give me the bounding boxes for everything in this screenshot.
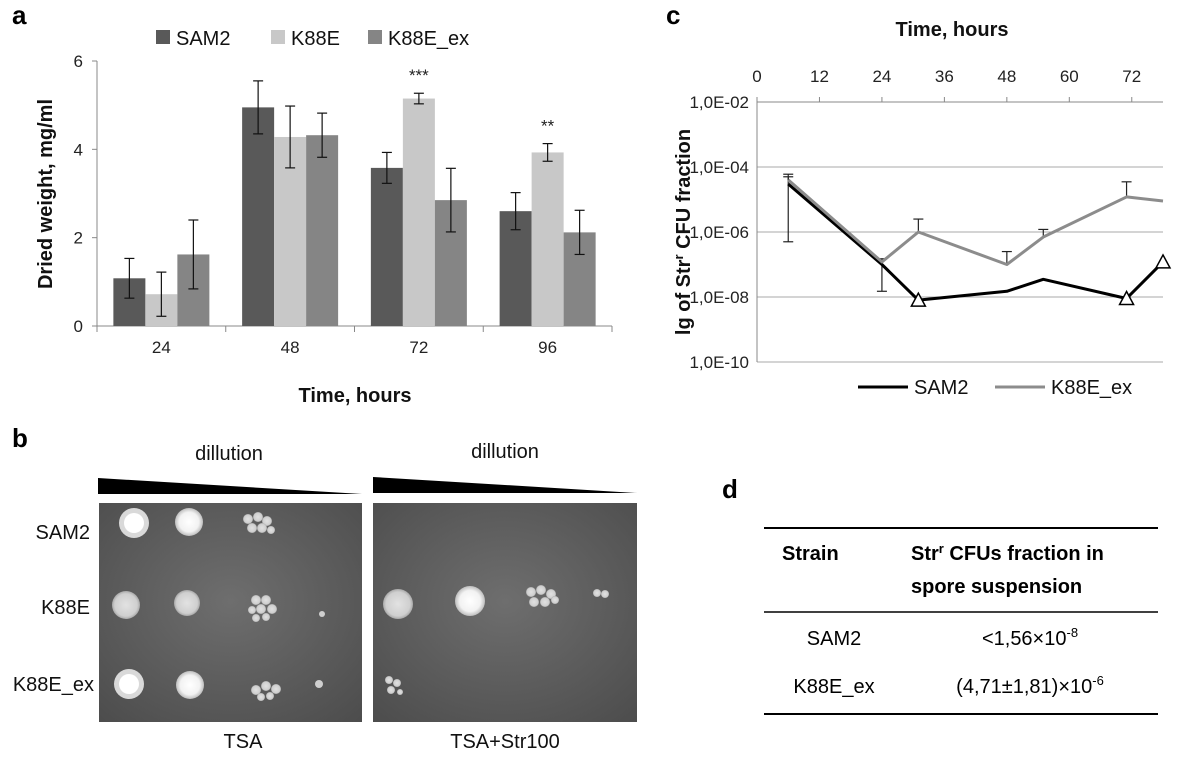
- significance-marker: **: [541, 117, 555, 136]
- y-tick-label-c: 1,0E-04: [689, 158, 749, 177]
- bar-k88e-ex: [306, 135, 339, 326]
- y-tick-label-a: 0: [74, 317, 83, 336]
- colony-spot: [383, 589, 413, 619]
- medium-label-tsa-str100: TSA+Str100: [450, 731, 560, 753]
- bar-sam2: [370, 167, 403, 326]
- table-cell-strain-sam2: SAM2: [807, 628, 861, 650]
- colony-spot: [112, 591, 140, 619]
- panel-label-d: d: [722, 474, 738, 504]
- series-line-sam2: [787, 182, 1165, 302]
- dilution-label-right: dillution: [471, 441, 539, 463]
- significance-marker: ***: [409, 66, 429, 85]
- legend-label-a: K88E: [291, 28, 340, 50]
- legend-swatch-a: [156, 30, 170, 44]
- below-detection-marker: [910, 291, 927, 307]
- x-tick-label-a: 96: [538, 338, 557, 357]
- x-tick-label-a: 24: [152, 338, 171, 357]
- plate-row-label-k88e-ex: K88E_ex: [13, 674, 94, 696]
- x-tick-label-c: 60: [1060, 67, 1079, 86]
- plate-row-label-k88e: K88E: [41, 597, 90, 619]
- x-tick-label-c: 72: [1122, 67, 1141, 86]
- y-tick-label-c: 1,0E-10: [689, 353, 749, 372]
- medium-label-tsa: TSA: [224, 731, 264, 753]
- dilution-label-left: dillution: [195, 443, 263, 465]
- x-axis-title-c: Time, hours: [896, 19, 1009, 41]
- colony-spot: [175, 508, 203, 536]
- plate-tsa-str100: [373, 503, 637, 722]
- y-tick-label-a: 4: [74, 140, 83, 159]
- x-tick-label-a: 72: [409, 338, 428, 357]
- x-tick-label-c: 48: [997, 67, 1016, 86]
- panel-label-a: a: [12, 0, 27, 30]
- x-axis-title-a: Time, hours: [299, 385, 412, 407]
- panel-label-c: c: [666, 0, 680, 30]
- colony-spot: [319, 611, 325, 617]
- legend-swatch-a: [368, 30, 382, 44]
- below-detection-marker: [1118, 289, 1135, 306]
- colony-cluster: [251, 681, 281, 701]
- bar-sam2: [242, 107, 275, 326]
- y-tick-label-c: 1,0E-02: [689, 93, 749, 112]
- y-axis-title-a: Dried weight, mg/ml: [35, 99, 57, 289]
- plate-tsa: [99, 503, 362, 722]
- bar-k88e: [531, 152, 564, 326]
- x-tick-label-c: 12: [810, 67, 829, 86]
- colony-spot: [119, 674, 139, 694]
- table-header-strain: Strain: [782, 543, 839, 565]
- panel-label-b: b: [12, 423, 28, 453]
- dilution-gradient-wedge-right: [373, 477, 637, 493]
- table-cell-fraction-sam2: <1,56×10-8: [982, 625, 1078, 650]
- colony-cluster: [526, 585, 559, 607]
- legend-swatch-a: [271, 30, 285, 44]
- y-tick-label-a: 6: [74, 52, 83, 71]
- y-tick-label-c: 1,0E-06: [689, 223, 749, 242]
- line-chart-str-fraction: 1,0E-02 1,0E-04 1,0E-06 1,0E-08 1,0E-10 0 12 24…: [689, 67, 1172, 372]
- table-header-fraction-line1: Strr CFUs fraction in: [911, 541, 1104, 565]
- legend-label-a: SAM2: [176, 28, 230, 50]
- colony-spot: [174, 590, 200, 616]
- plate-row-label-sam2: SAM2: [36, 522, 90, 544]
- dilution-gradient-wedge-left: [98, 478, 362, 494]
- colony-cluster: [248, 595, 277, 622]
- legend-panel-c: SAM2 K88E_ex: [858, 377, 1132, 399]
- colony-spot: [176, 671, 204, 699]
- bar-k88e: [402, 98, 435, 327]
- colony-cluster: [385, 676, 403, 695]
- legend-panel-a: SAM2 K88E K88E_ex: [156, 28, 469, 50]
- legend-label-c: K88E_ex: [1051, 377, 1132, 399]
- legend-label-c: SAM2: [914, 377, 968, 399]
- colony-cluster: [593, 589, 609, 598]
- y-tick-label-c: 1,0E-08: [689, 288, 749, 307]
- colony-spot: [455, 586, 485, 616]
- table-header-fraction-line2: spore suspension: [911, 576, 1082, 598]
- below-detection-marker: [1154, 253, 1172, 269]
- colony-spot: [124, 513, 144, 533]
- table-str-fraction: Strain Strr CFUs fraction in spore suspe…: [764, 527, 1158, 715]
- x-tick-label-c: 24: [872, 67, 891, 86]
- y-axis-title-c: lg of Strr CFU fraction: [671, 129, 695, 335]
- series-line-k88e-ex: [787, 178, 1164, 266]
- x-tick-label-c: 36: [935, 67, 954, 86]
- colony-cluster: [243, 512, 275, 534]
- table-cell-strain-k88e-ex: K88E_ex: [793, 676, 874, 698]
- table-cell-fraction-k88e-ex: (4,71±1,81)×10-6: [956, 673, 1104, 698]
- legend-label-a: K88E_ex: [388, 28, 469, 50]
- x-tick-label-a: 48: [281, 338, 300, 357]
- y-tick-label-a: 2: [74, 229, 83, 248]
- x-tick-label-c: 0: [752, 67, 761, 86]
- colony-spot: [315, 680, 323, 688]
